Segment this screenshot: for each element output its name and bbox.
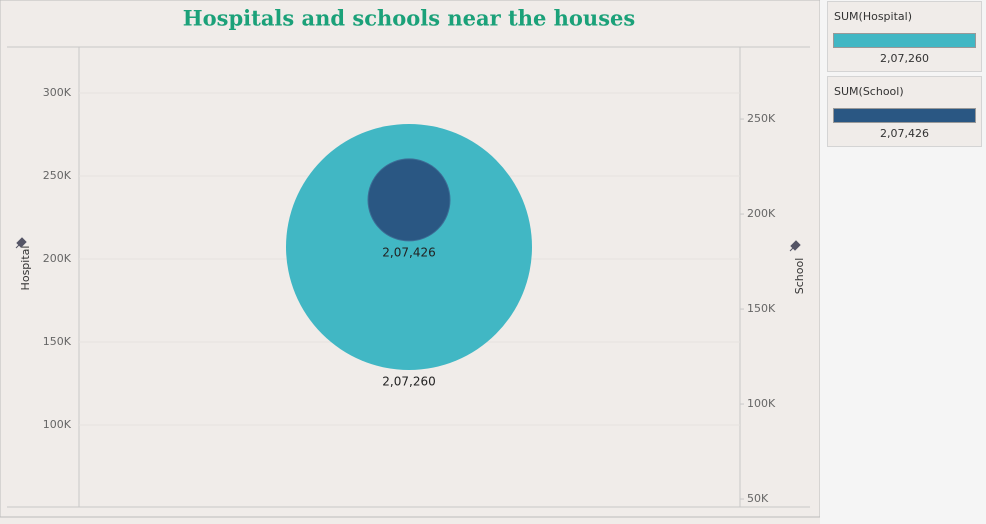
data-label: 2,07,260 bbox=[382, 374, 435, 388]
y-tick-label: 200K bbox=[43, 252, 72, 265]
legend-value: 2,07,260 bbox=[880, 52, 929, 65]
chart-title: Hospitals and schools near the houses bbox=[183, 6, 635, 31]
y-tick-label: 150K bbox=[43, 335, 72, 348]
legend-title: SUM(Hospital) bbox=[834, 10, 912, 23]
legend-hospital: SUM(Hospital) 2,07,260 bbox=[827, 1, 982, 72]
y2-tick-label: 150K bbox=[747, 302, 776, 315]
pin-icon bbox=[789, 240, 801, 252]
bubble bbox=[367, 158, 451, 242]
y-tick-label: 100K bbox=[43, 418, 72, 431]
bubble bbox=[286, 123, 532, 370]
legend-title: SUM(School) bbox=[834, 85, 904, 98]
legend-value: 2,07,426 bbox=[880, 127, 929, 140]
y-tick-label: 300K bbox=[43, 86, 72, 99]
y-axis-label: Hospital bbox=[19, 246, 32, 291]
y-tick-label: 250K bbox=[43, 169, 72, 182]
y2-tick-label: 50K bbox=[747, 492, 769, 505]
pin-icon bbox=[15, 237, 27, 249]
legend-swatch bbox=[833, 108, 976, 123]
y2-axis-label: School bbox=[793, 258, 806, 295]
legend-swatch bbox=[833, 33, 976, 48]
y2-tick-label: 200K bbox=[747, 207, 776, 220]
y2-tick-label: 250K bbox=[747, 112, 776, 125]
data-label: 2,07,426 bbox=[382, 245, 435, 259]
y2-tick-label: 100K bbox=[747, 397, 776, 410]
legend-school: SUM(School) 2,07,426 bbox=[827, 76, 982, 147]
